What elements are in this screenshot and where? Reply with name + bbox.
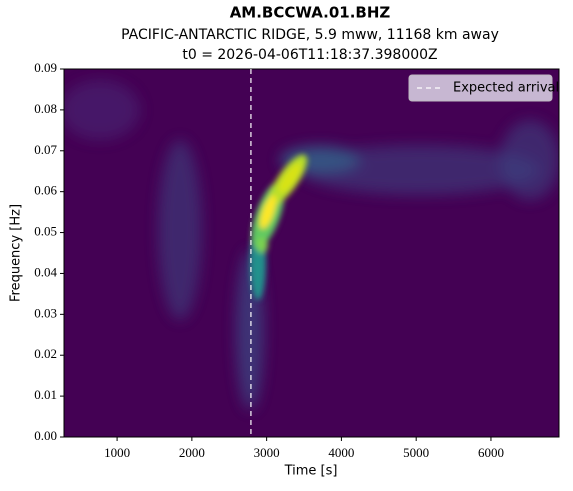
chart-subtitle: PACIFIC-ANTARCTIC RIDGE, 5.9 mww, 11168 … xyxy=(121,27,499,43)
legend-box xyxy=(408,74,553,102)
chart-subtitle: t0 = 2026-04-06T11:18:37.398000Z xyxy=(182,47,437,63)
y-tick-label: 0.08 xyxy=(34,101,57,116)
y-tick-label: 0.06 xyxy=(34,183,57,198)
y-tick-label: 0.00 xyxy=(34,428,57,443)
y-tick-label: 0.04 xyxy=(34,264,57,279)
x-tick-label: 1000 xyxy=(104,445,130,460)
x-tick-label: 5000 xyxy=(403,445,429,460)
chart-title: AM.BCCWA.01.BHZ xyxy=(230,4,391,22)
plot-frame xyxy=(63,68,560,438)
y-tick-label: 0.09 xyxy=(34,60,57,75)
x-tick-label: 3000 xyxy=(254,445,280,460)
y-tick-label: 0.03 xyxy=(34,305,57,320)
x-tick-label: 2000 xyxy=(179,445,205,460)
x-tick-label: 6000 xyxy=(478,445,504,460)
x-tick-label: 4000 xyxy=(328,445,354,460)
spectrogram-image xyxy=(64,69,559,437)
y-tick-label: 0.02 xyxy=(34,346,57,361)
y-tick-label: 0.05 xyxy=(34,224,57,239)
y-tick-label: 0.01 xyxy=(34,387,57,402)
legend-label: Expected arrival xyxy=(453,81,559,96)
x-axis-label: Time [s] xyxy=(284,464,338,479)
y-tick-label: 0.07 xyxy=(34,142,57,157)
y-axis-label: Frequency [Hz] xyxy=(9,204,24,302)
